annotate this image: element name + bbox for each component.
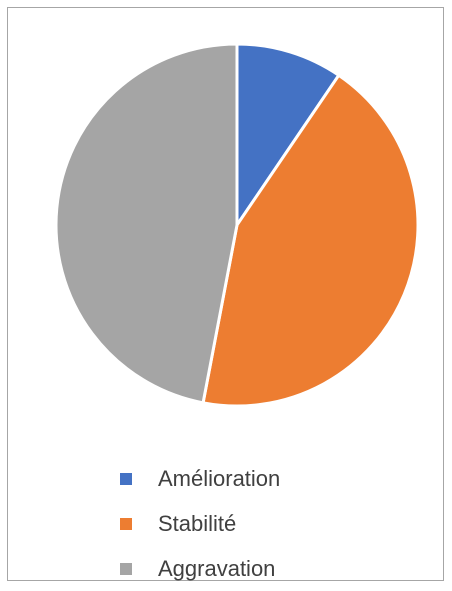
legend-label-stabilite: Stabilité [158,510,237,536]
legend-item-aggravation: Aggravation [120,546,280,591]
legend-label-aggravation: Aggravation [158,555,276,581]
legend-swatch-aggravation [120,562,132,575]
pie-slice-amelioration [235,42,341,227]
legend: Amélioration Stabilité Aggravation [120,456,280,591]
legend-swatch-amelioration [120,472,132,485]
chart-frame: Amélioration Stabilité Aggravation [7,7,444,581]
pie-slice-stabilite [201,73,420,408]
legend-label-amelioration: Amélioration [158,465,281,491]
legend-item-stabilite: Stabilité [120,501,280,546]
pie-chart [54,42,420,408]
pie-slice-aggravation [54,42,239,405]
legend-item-amelioration: Amélioration [120,456,280,501]
legend-swatch-stabilite [120,517,132,530]
